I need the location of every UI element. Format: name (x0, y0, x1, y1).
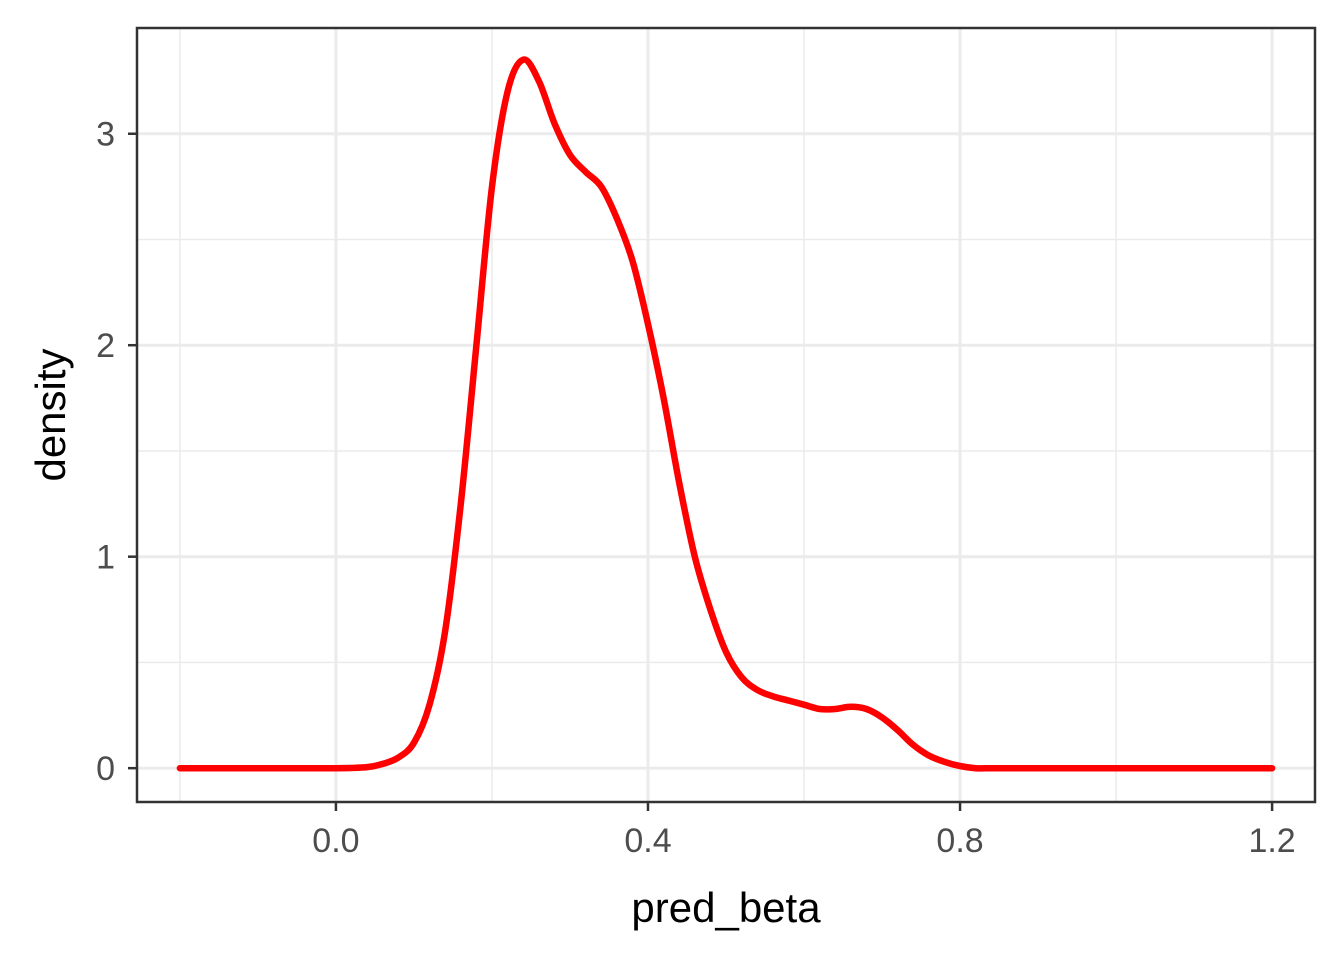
series-layer (176, 56, 1276, 772)
panel-border (135, 26, 1317, 804)
y-tick-label: 2 (96, 327, 115, 365)
minor-gridlines (137, 28, 1315, 802)
y-tick-label: 3 (96, 116, 115, 154)
density-line (176, 56, 1276, 772)
y-tick-label: 1 (96, 539, 115, 577)
x-tick-label: 0.8 (936, 822, 983, 860)
x-axis-title: pred_beta (631, 884, 821, 931)
x-tick-label: 1.2 (1248, 822, 1295, 860)
y-tick-label: 0 (96, 750, 115, 788)
x-tick-label: 0.0 (312, 822, 359, 860)
x-tick-label: 0.4 (624, 822, 671, 860)
x-axis-ticks: 0.0 0.4 0.8 1.2 (312, 802, 1296, 860)
y-axis-ticks: 0 1 2 3 (96, 116, 137, 788)
major-gridlines (137, 28, 1315, 802)
y-axis-title: density (27, 348, 74, 481)
